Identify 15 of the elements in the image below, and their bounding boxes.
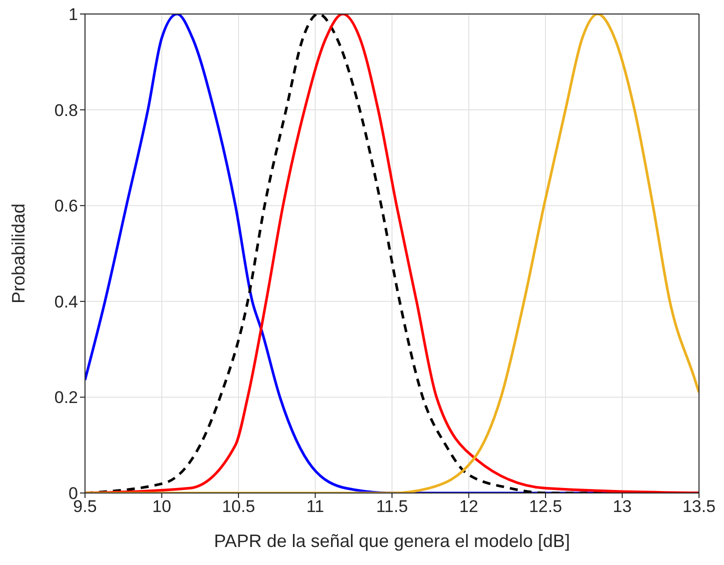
y-axis-title: Probabilidad	[8, 203, 28, 304]
y-tick-label: 0.4	[54, 292, 78, 312]
x-tick-label: 12.5	[528, 497, 562, 516]
x-tick-label: 12	[459, 497, 478, 516]
x-tick-label: 13	[612, 497, 632, 516]
x-tick-label: 10	[152, 497, 172, 516]
y-tick-label: 0.2	[54, 388, 78, 408]
x-tick-label: 11.5	[376, 497, 408, 516]
y-tick-label: 0.8	[54, 100, 78, 120]
x-axis-title: PAPR de la señal que genera el modelo [dB]	[214, 531, 570, 551]
x-tick-label: 11	[306, 497, 324, 516]
x-tick-label: 10.5	[222, 497, 256, 516]
y-tick-label: 1	[68, 5, 78, 24]
x-tick-label: 13.5	[682, 497, 716, 516]
y-tick-label: 0.6	[54, 196, 78, 216]
